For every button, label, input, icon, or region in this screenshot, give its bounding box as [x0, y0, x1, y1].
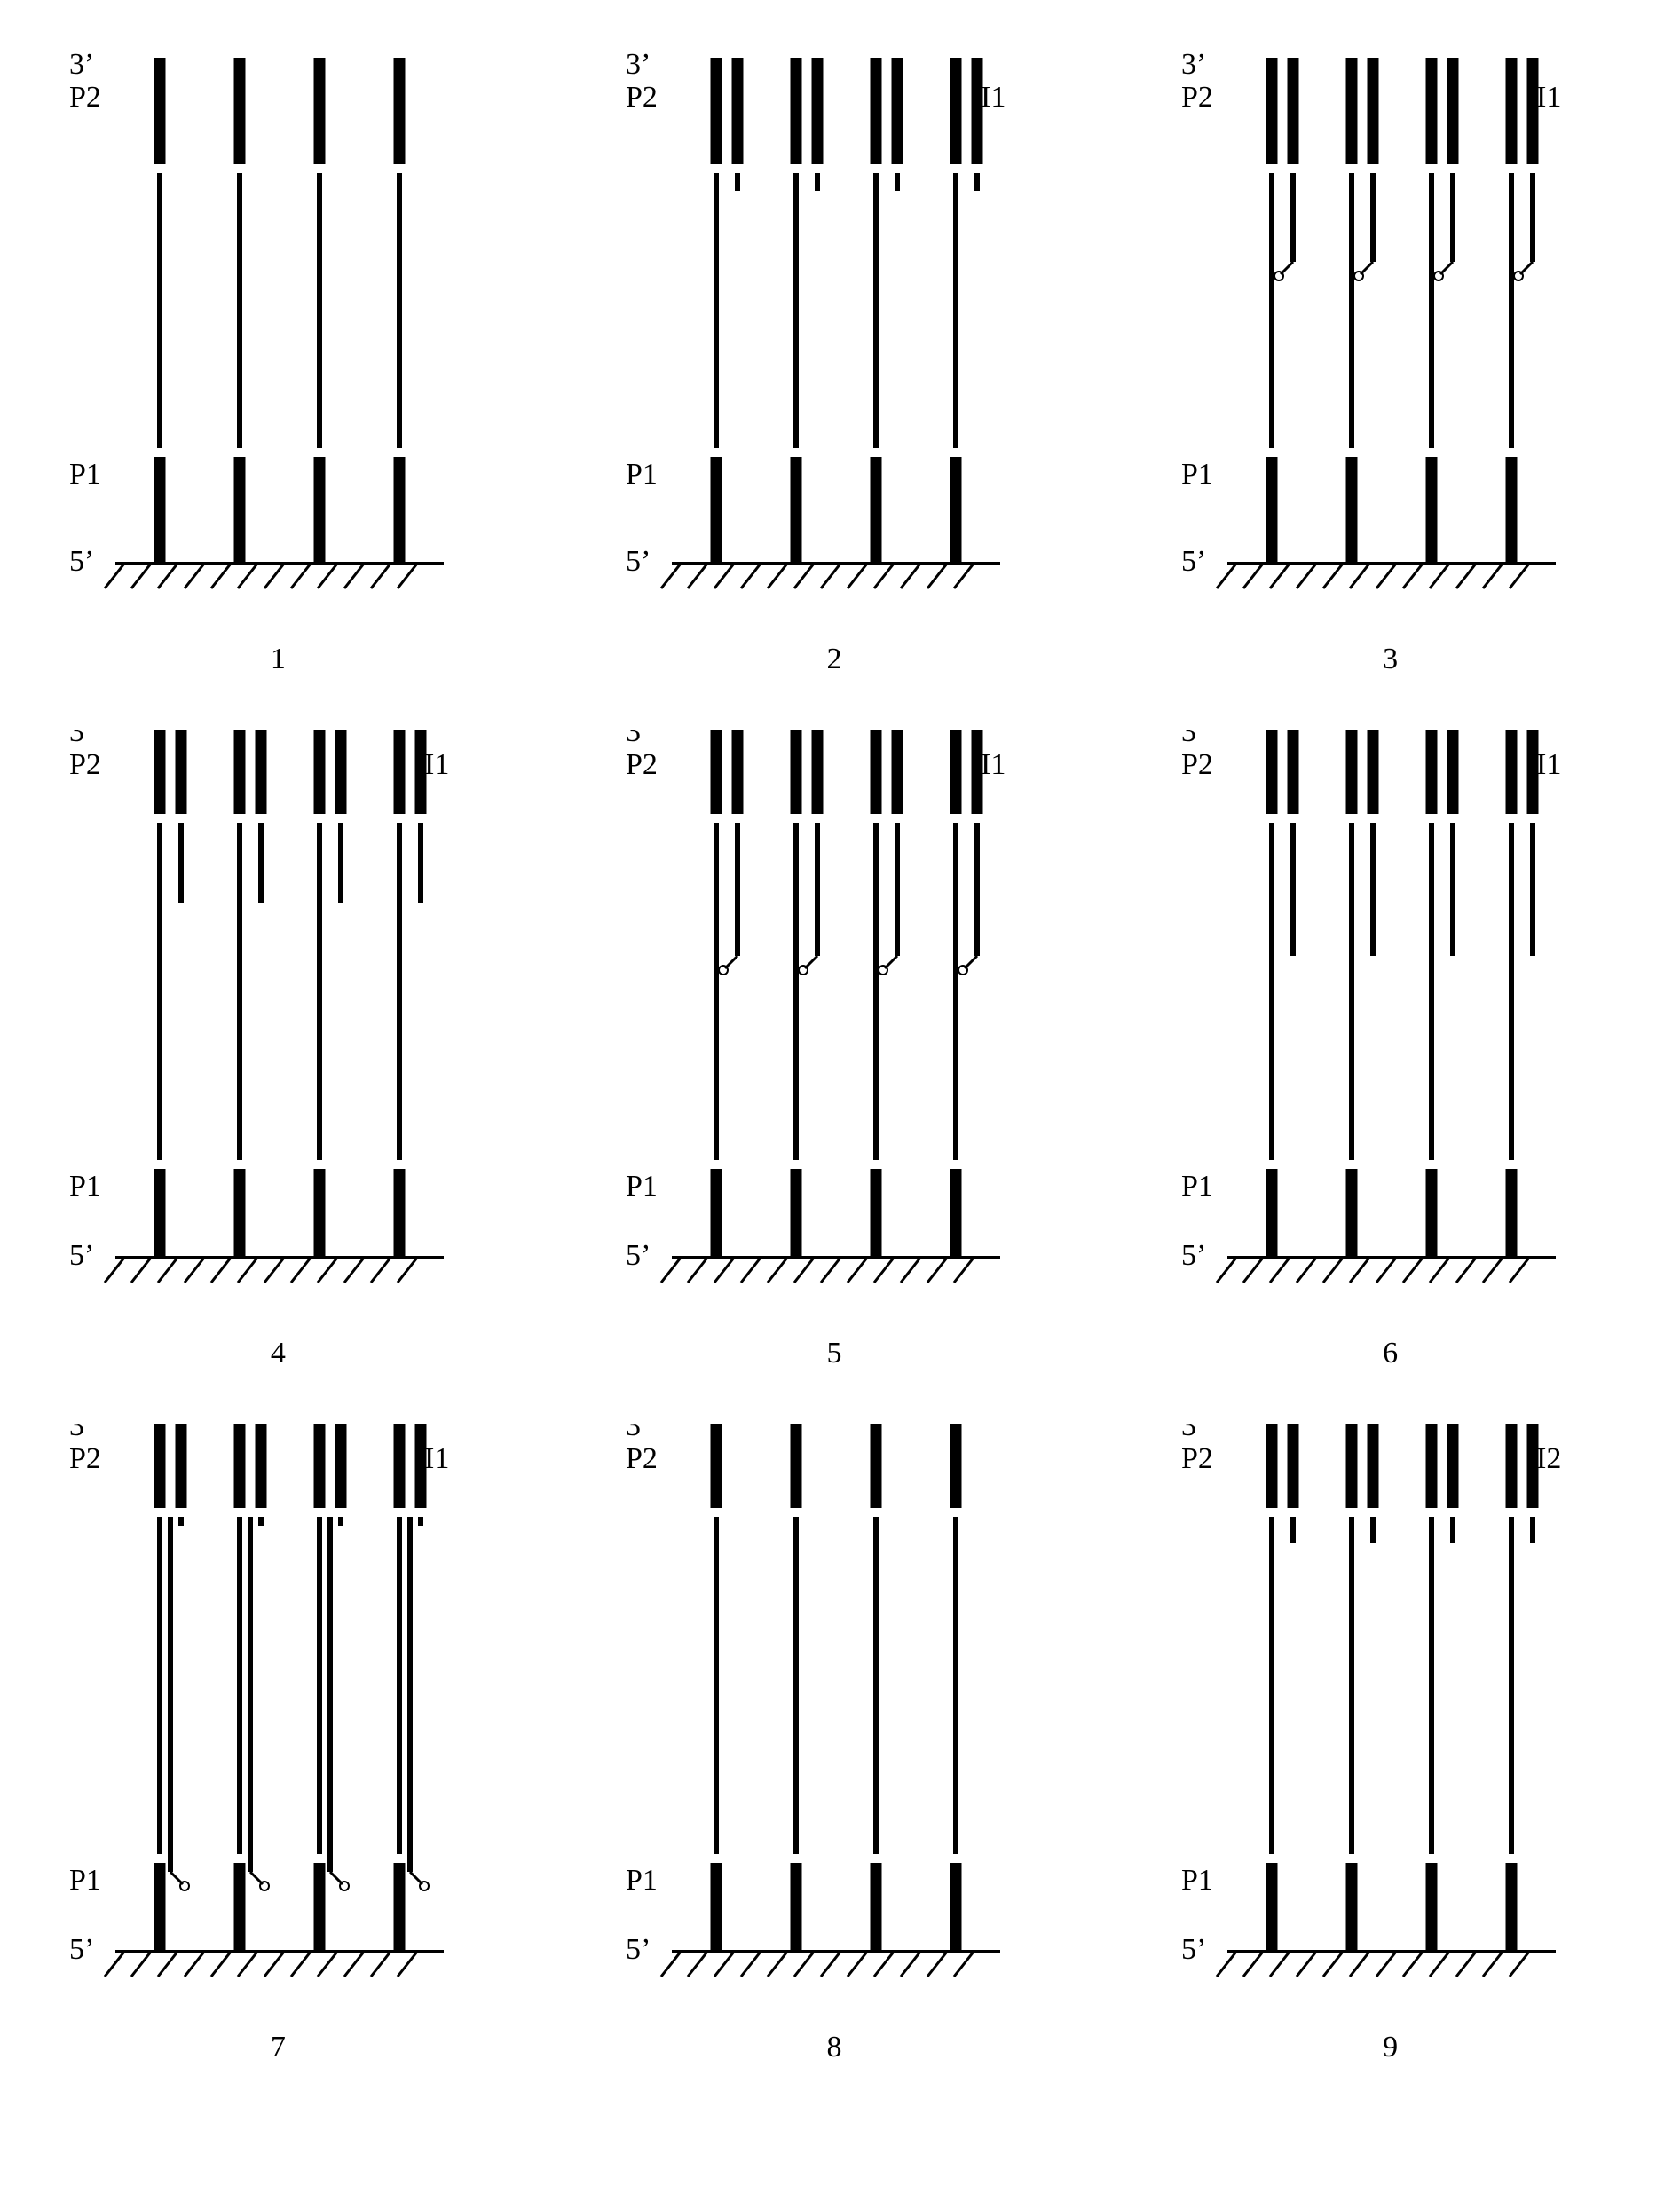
label-3prime: 3’ — [1181, 1424, 1206, 1442]
panel-number: 5 — [592, 1337, 1077, 1370]
label-p2: P2 — [69, 81, 101, 114]
label-p2: P2 — [1181, 81, 1213, 114]
label-i: I1 — [981, 81, 1006, 114]
label-3prime: 3’ — [626, 730, 651, 748]
panel-3: 3’P2 P1 5’ I1 3 — [1148, 36, 1633, 676]
label-p1: P1 — [626, 458, 658, 491]
label-i: I1 — [1536, 748, 1561, 781]
panel-7: 3’P2 P1 5’ I1 7 — [35, 1424, 521, 2064]
label-3prime: 3’ — [69, 48, 94, 81]
label-5prime: 5’ — [1181, 545, 1206, 578]
label-5prime: 5’ — [69, 1933, 94, 1966]
panel-8: 3’P2 P1 5’ 8 — [592, 1424, 1077, 2064]
panel-number: 7 — [35, 2031, 521, 2064]
label-p2: P2 — [626, 81, 658, 114]
label-3prime: 3’ — [626, 48, 651, 81]
label-5prime: 5’ — [1181, 1239, 1206, 1272]
panel-number: 1 — [35, 643, 521, 676]
label-i: I1 — [1536, 81, 1561, 114]
label-p2: P2 — [69, 1442, 101, 1475]
diagram-grid: 3’P2P15’13’P2P15’I123’P2P15’I133’P2P15’I… — [35, 36, 1633, 2064]
label-5prime: 5’ — [626, 545, 651, 578]
label-p1: P1 — [69, 1864, 101, 1897]
label-i: I1 — [424, 1442, 449, 1475]
label-3prime: 3’ — [1181, 730, 1206, 748]
label-p1: P1 — [626, 1864, 658, 1897]
label-i: I2 — [1536, 1442, 1561, 1475]
panel-4: 3’P2 P1 5’ I1 4 — [35, 730, 521, 1370]
label-3prime: 3’ — [69, 1424, 94, 1442]
label-3prime: 3’ — [1181, 48, 1206, 81]
panel-6: 3’P2 P1 5’ I1 6 — [1148, 730, 1633, 1370]
label-3prime: 3’ — [626, 1424, 651, 1442]
label-p1: P1 — [69, 1170, 101, 1203]
panel-number: 9 — [1148, 2031, 1633, 2064]
label-5prime: 5’ — [1181, 1933, 1206, 1966]
label-p1: P1 — [626, 1170, 658, 1203]
panel-9: 3’P2 P1 5’ I2 9 — [1148, 1424, 1633, 2064]
label-p2: P2 — [626, 1442, 658, 1475]
label-i: I1 — [981, 748, 1006, 781]
label-3prime: 3’ — [69, 730, 94, 748]
label-5prime: 5’ — [69, 1239, 94, 1272]
panel-number: 4 — [35, 1337, 521, 1370]
label-5prime: 5’ — [626, 1239, 651, 1272]
label-p2: P2 — [69, 748, 101, 781]
label-p1: P1 — [1181, 1170, 1213, 1203]
panel-number: 3 — [1148, 643, 1633, 676]
label-5prime: 5’ — [626, 1933, 651, 1966]
label-p1: P1 — [1181, 458, 1213, 491]
panel-1: 3’P2 P1 5’ 1 — [35, 36, 521, 676]
panel-5: 3’P2 P1 5’ I1 5 — [592, 730, 1077, 1370]
label-p2: P2 — [1181, 748, 1213, 781]
label-p2: P2 — [626, 748, 658, 781]
label-i: I1 — [424, 748, 449, 781]
panel-number: 8 — [592, 2031, 1077, 2064]
label-5prime: 5’ — [69, 545, 94, 578]
label-p1: P1 — [69, 458, 101, 491]
panel-number: 6 — [1148, 1337, 1633, 1370]
label-p1: P1 — [1181, 1864, 1213, 1897]
panel-2: 3’P2 P1 5’ I1 2 — [592, 36, 1077, 676]
panel-number: 2 — [592, 643, 1077, 676]
label-p2: P2 — [1181, 1442, 1213, 1475]
